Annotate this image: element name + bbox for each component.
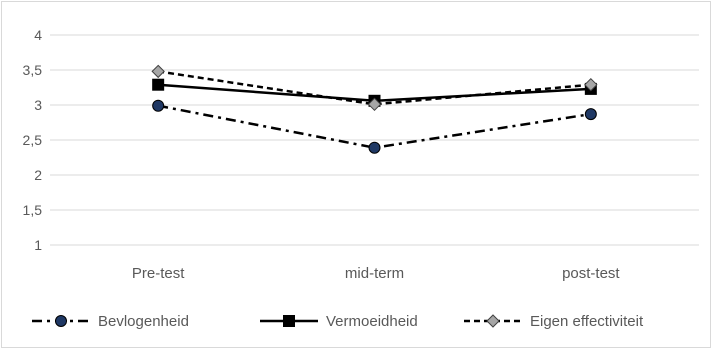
y-tick-label: 1,5 [23, 202, 43, 218]
x-tick-label: mid-term [345, 265, 404, 282]
y-tick-label: 2 [34, 167, 42, 183]
circle-marker [368, 141, 381, 154]
y-tick-label: 1 [34, 237, 42, 253]
series-lines [151, 64, 598, 154]
series-bevlogenheid [152, 99, 597, 154]
diamond-marker [151, 64, 165, 79]
legend-item: Bevlogenheid [32, 313, 189, 330]
legend-label: Vermoeidheid [326, 313, 418, 330]
y-tick-label: 2,5 [23, 132, 43, 148]
circle-marker [55, 315, 67, 327]
y-tick-label: 4 [34, 27, 42, 43]
x-tick-label: Pre-test [132, 265, 185, 282]
line-chart: 11,522,533,54 Pre-test mid-term post-test … [23, 27, 699, 330]
legend: Bevlogenheid Vermoeidheid Eigen effectivit… [32, 313, 644, 330]
diamond-marker [486, 314, 500, 328]
y-axis-tick-labels: 1 1,5 2 2,5 3 3,5 4 [23, 27, 43, 253]
circle-marker [152, 99, 165, 112]
square-marker [152, 78, 165, 91]
x-tick-label: post-test [562, 265, 620, 282]
diamond-marker [584, 77, 598, 92]
legend-label: Bevlogenheid [98, 313, 189, 330]
y-tick-label: 3 [34, 97, 42, 113]
series-line [157, 70, 591, 106]
square-marker [283, 315, 295, 327]
legend-item: Vermoeidheid [260, 313, 418, 330]
series-line [157, 104, 592, 149]
y-tick-label: 3,5 [23, 62, 43, 78]
series-eigen-effectiviteit [151, 64, 598, 112]
x-axis-tick-labels: Pre-test mid-term post-test [132, 265, 621, 282]
circle-marker [584, 108, 597, 121]
diamond-marker [367, 97, 382, 112]
legend-item: Eigen effectiviteit [464, 313, 644, 330]
gridlines [50, 34, 699, 246]
legend-label: Eigen effectiviteit [530, 313, 644, 330]
